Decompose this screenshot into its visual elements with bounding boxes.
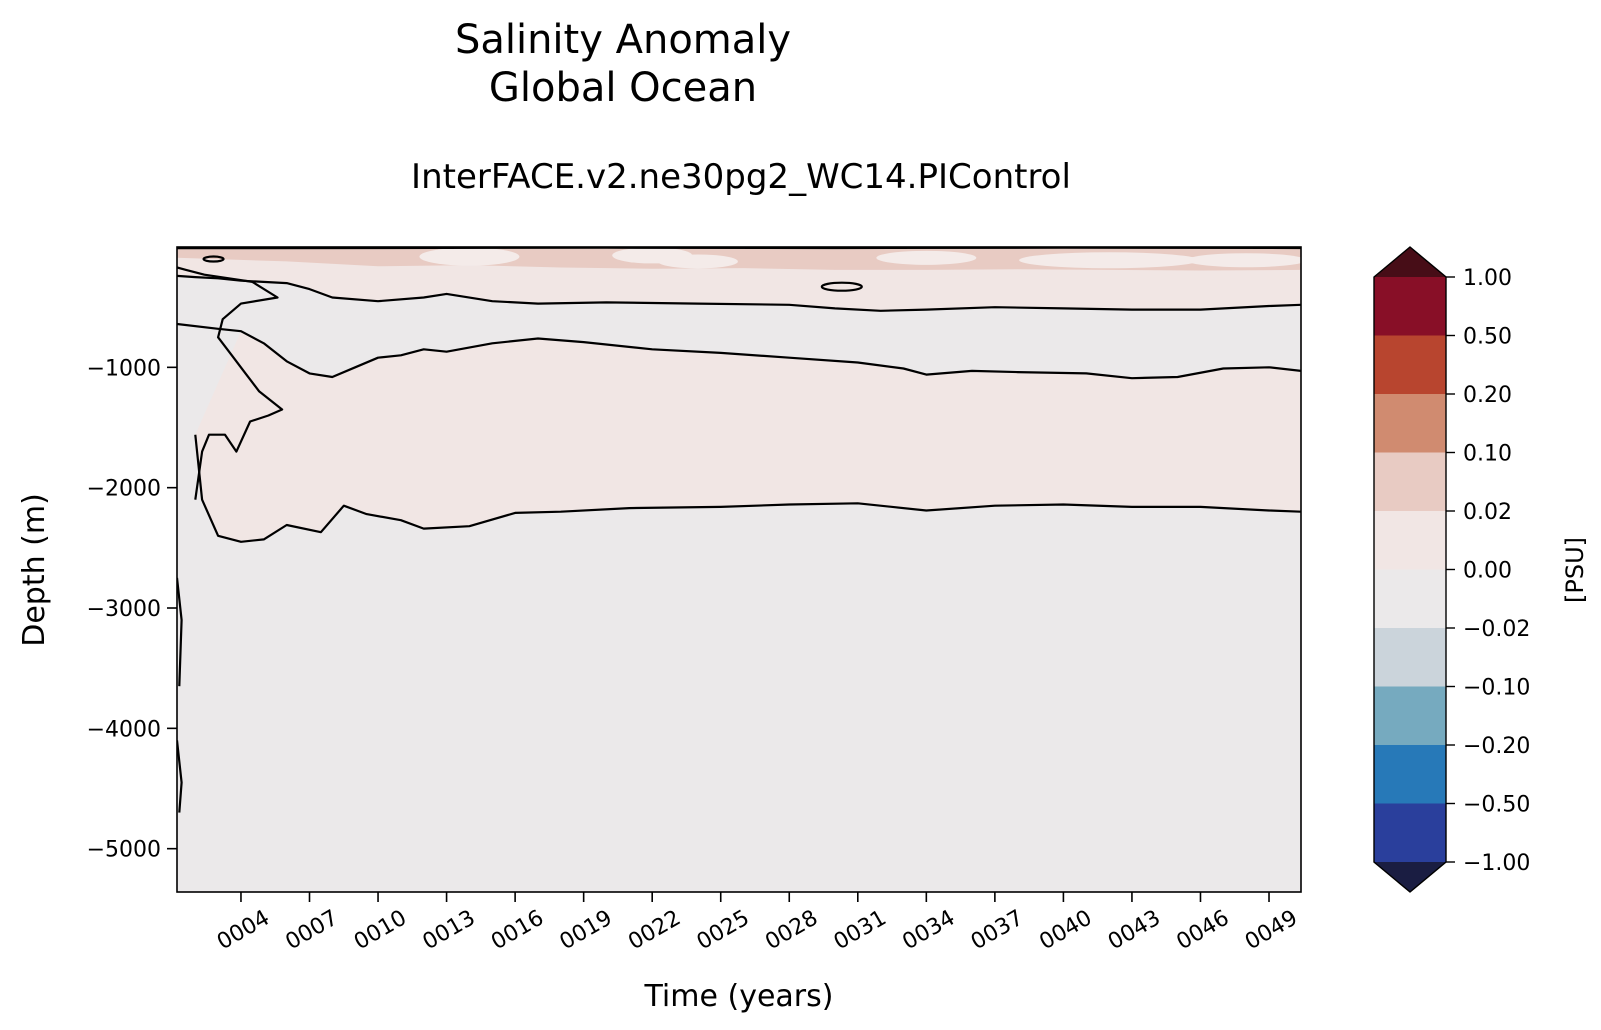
x-tick-label: 0049 [1241,906,1302,956]
contour-line-deep-left-1 [177,577,183,687]
fill-surface-patch [657,254,738,269]
fill-surface-patch [876,250,977,265]
filled-contours [177,247,1301,542]
contour-lines [177,247,1301,813]
fill-surface-patch [1186,253,1301,268]
x-tick-label: 0034 [898,906,959,956]
colorbar-tick-label: −0.10 [1463,676,1530,701]
colorbar-tick-label: −1.00 [1463,851,1530,876]
contour-closed-small [202,255,225,263]
contour-line-mid [177,322,1301,380]
x-tick-label: 0007 [282,906,343,956]
colorbar-tick-label: 0.02 [1463,500,1512,525]
colorbar-tick-label: 0.10 [1463,442,1512,467]
y-tick-label: −2000 [87,477,161,502]
colorbar-segment [1374,452,1446,511]
x-tick-label: 0016 [487,906,548,956]
x-tick-label: 0025 [693,906,754,956]
x-tick-label: 0013 [419,906,480,956]
contour-line-upper [177,274,1301,312]
x-tick-label: 0019 [556,906,617,956]
x-tick-label: 0022 [624,906,685,956]
chart-title: Salinity Anomaly Global Ocean [223,16,1023,112]
fill-surface-patch [1019,252,1200,269]
fill-surface-patch [419,247,520,266]
x-axis: 0004 0007 0010 0013 0016 0019 0022 0025 0028 0031… [213,892,1302,955]
chart-subtitle: InterFACE.v2.ne30pg2_WC14.PIControl [411,157,1071,197]
contour-closed-mid [820,281,863,292]
colorbar-segment [1374,745,1446,804]
x-tick-label: 0037 [967,906,1028,956]
colorbar-tick-label: −0.02 [1463,617,1530,642]
x-tick-label: 0046 [1172,906,1233,956]
fill-deep-positive-band [195,331,1301,542]
y-tick-label: −3000 [87,597,161,622]
colorbar-segment [1374,511,1446,570]
plot-frame [176,246,1302,893]
contour-line-deep [194,434,1301,543]
colorbar-tick-label: 0.00 [1463,559,1512,584]
colorbar-segment [1374,569,1446,628]
x-tick-label: 0031 [830,906,891,956]
colorbar-under-arrow [1374,862,1446,892]
y-tick-label: −4000 [87,717,161,742]
x-tick-label: 0010 [350,906,411,956]
colorbar-tick-label: −0.20 [1463,734,1530,759]
colorbar-segment [1374,628,1446,687]
colorbar-segment [1374,277,1446,336]
x-tick-label: 0040 [1035,906,1096,956]
colorbar-label: [PSU] [1561,537,1589,603]
contour-line-left-edge [177,266,284,500]
colorbar-tick-label: 1.00 [1463,266,1512,291]
x-tick-label: 0004 [213,906,274,956]
y-axis: −1000 −2000 −3000 −4000 −5000 [87,356,177,863]
colorbar-tick-label: −0.50 [1463,793,1530,818]
plot-background [177,247,1301,892]
x-tick-label: 0028 [761,906,822,956]
colorbar-tick-label: 0.20 [1463,383,1512,408]
colorbar-over-arrow [1374,247,1446,277]
colorbar-segment [1374,686,1446,745]
y-tick-label: −1000 [87,356,161,381]
contour-line-deep-left-2 [177,740,183,813]
x-axis-label: Time (years) [644,979,834,1014]
chart-title-line-1: Salinity Anomaly [454,17,792,63]
colorbar-segment [1374,335,1446,394]
plot-area [177,247,1301,892]
colorbar: −1.00 −0.50 −0.20 −0.10 −0.02 0.00 0.02 0.10 0.2… [1373,246,1530,893]
y-axis-label: Depth (m) [17,493,52,647]
x-tick-label: 0043 [1104,906,1165,956]
colorbar-segment [1374,394,1446,453]
colorbar-segment [1374,803,1446,862]
chart-title-line-2: Global Ocean [488,65,758,111]
colorbar-tick-label: 0.50 [1463,325,1512,350]
y-tick-label: −5000 [87,838,161,863]
